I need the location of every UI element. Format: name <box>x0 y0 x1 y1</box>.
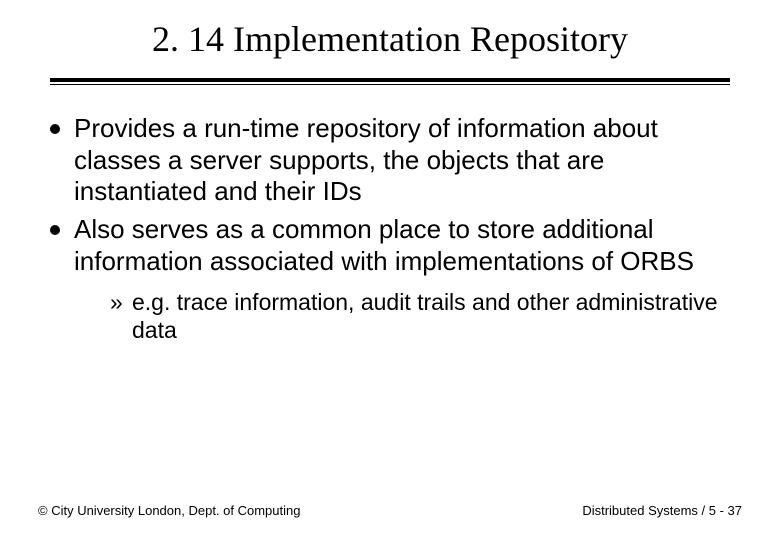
slide-title: 2. 14 Implementation Repository <box>0 0 780 68</box>
slide: 2. 14 Implementation Repository Provides… <box>0 0 780 540</box>
sub-bullet-text: e.g. trace information, audit trails and… <box>132 289 718 344</box>
title-rule-thick <box>50 78 730 82</box>
footer-left: © City University London, Dept. of Compu… <box>38 503 300 518</box>
bullet-item: Also serves as a common place to store a… <box>50 214 730 345</box>
sub-bullet-item: e.g. trace information, audit trails and… <box>110 288 730 346</box>
footer-right: Distributed Systems / 5 - 37 <box>582 503 742 518</box>
bullet-text: Also serves as a common place to store a… <box>74 214 694 276</box>
bullet-text: Provides a run-time repository of inform… <box>74 113 658 206</box>
bullet-item: Provides a run-time repository of inform… <box>50 113 730 208</box>
sub-bullet-list: e.g. trace information, audit trails and… <box>74 288 730 346</box>
title-rule <box>50 78 730 85</box>
bullet-list: Provides a run-time repository of inform… <box>50 113 730 345</box>
slide-body: Provides a run-time repository of inform… <box>0 85 780 345</box>
